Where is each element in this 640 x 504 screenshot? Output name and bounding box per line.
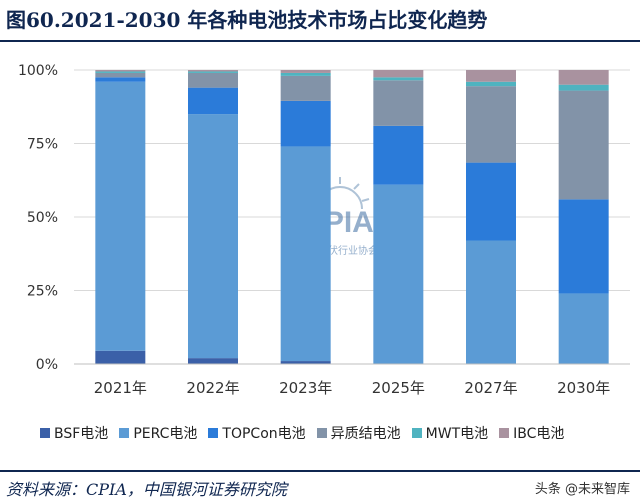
legend-label: 异质结电池 [330,426,401,442]
legend-item: 异质结电池 [316,423,401,443]
bar-segment [280,361,331,364]
bar-segment [280,146,331,362]
legend-swatch [411,428,422,438]
bar-segment [558,90,609,200]
x-tick-label: 2022年 [186,379,239,397]
bar-segment [188,87,238,115]
bar-segment [373,70,424,78]
x-tick-label: 2021年 [94,379,147,397]
bar-segment [95,350,146,364]
brand-label: 头条 @未来智库 [534,482,630,497]
legend-swatch [499,428,510,438]
bar-segment [280,72,331,76]
bar-segment [188,114,238,359]
bar-segment [95,72,146,78]
bar-segment [280,70,331,73]
legend-swatch [119,428,130,438]
page-title: 图60.2021-2030 年各种电池技术市场占比变化趋势 [6,8,488,32]
y-tick-label: 100% [18,63,58,79]
bar-segment [95,77,146,82]
footer-rule [0,470,640,472]
legend-swatch [316,428,327,438]
legend-label: IBC电池 [513,426,565,442]
y-tick-label: 0% [36,357,58,373]
bar-segment [280,75,331,101]
bar-segment [188,358,238,364]
bar-segment [188,72,238,88]
legend-label: PERC电池 [133,426,198,442]
bar-segment [280,100,331,147]
legend-swatch [208,428,219,438]
bar-segment [558,293,609,364]
bar-segment [373,184,424,364]
legend-swatch [40,428,50,438]
legend-item: MWT电池 [411,423,489,443]
y-tick-label: 25% [27,284,58,300]
bar-segment [95,71,146,73]
legend-label: MWT电池 [425,426,489,442]
bar-segment [466,70,516,82]
bar-segment [373,77,424,81]
legend-item: TOPCon电池 [208,423,306,443]
legend-item: PERC电池 [119,423,197,443]
bar-segment [466,86,516,163]
bar-segment [373,125,424,185]
legend-item: IBC电池 [499,423,564,443]
x-tick-label: 2025年 [372,379,425,397]
bar-segment [558,70,609,85]
title-rule [0,40,640,42]
x-tick-label: 2030年 [557,379,610,397]
bar-segment [466,240,516,364]
footer: 资料来源：CPIA，中国银河证券研究院 头条 @未来智库 [0,474,640,504]
bar-segment [95,81,146,351]
source-note: 资料来源：CPIA，中国银河证券研究院 [6,480,287,499]
x-tick-label: 2027年 [464,379,517,397]
bar-segment [95,70,146,72]
bar-segment [558,84,609,91]
bar-segment [558,199,609,294]
x-tick-label: 2023年 [279,379,332,397]
y-tick-label: 75% [27,137,58,153]
bar-segment [466,81,516,87]
legend-item: BSF电池 [40,423,108,443]
bar-segment [466,162,516,241]
bar-segment [188,71,238,73]
stacked-bar-chart: CPIA 中国光伏行业协会 0%25%50%75%100%2021年 2022年 2… [18,63,630,397]
bar-segment [373,80,424,126]
legend-label: BSF电池 [54,426,109,442]
legend-label: TOPCon电池 [222,426,306,442]
chart-legend: BSF电池 PERC电池 TOPCon电池 异质结电池 MWT电池 IBC电池 [40,422,640,444]
y-tick-label: 50% [27,210,58,226]
bar-segment [188,70,238,72]
